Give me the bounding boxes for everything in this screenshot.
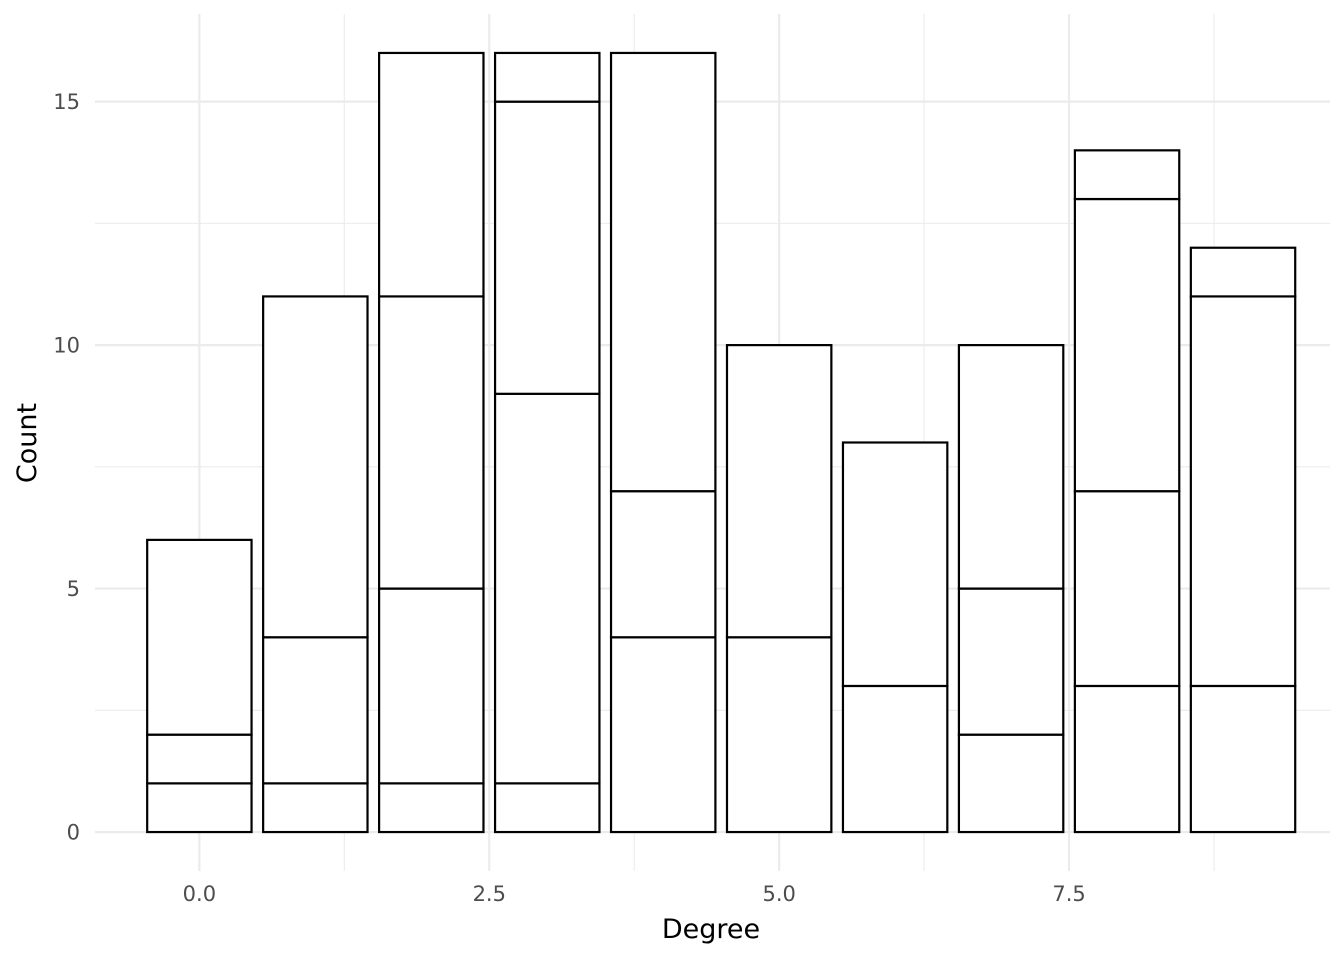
bar-segment	[957, 587, 1065, 736]
x-tick-label: 2.5	[473, 882, 506, 906]
bar-segment	[493, 100, 601, 395]
bar-segment	[493, 51, 601, 103]
bar-segment	[609, 490, 717, 639]
bar-segment	[493, 782, 601, 834]
y-tick-label: 5	[67, 577, 80, 601]
x-axis-title: Degree	[662, 914, 760, 945]
x-tick-label: 0.0	[183, 882, 216, 906]
bar-segment	[262, 636, 369, 785]
bar-segment	[1189, 295, 1297, 688]
bar-segment	[262, 782, 369, 834]
x-tick-label: 5.0	[762, 882, 795, 906]
bar-segment	[725, 344, 833, 639]
bar-segment	[725, 636, 833, 834]
bar-segment	[1189, 246, 1297, 298]
bars-layer	[146, 51, 1297, 834]
bar-segment	[609, 51, 717, 493]
bar-segment	[493, 392, 601, 785]
tick-labels-layer: 0 5 10 15 0.0 2.5 5.0 7.5	[53, 90, 1086, 906]
bar-segment	[378, 51, 485, 298]
bar-segment	[146, 733, 253, 785]
bar-segment	[841, 441, 949, 688]
bar-segment	[146, 782, 253, 834]
bar-segment	[1073, 197, 1181, 493]
bar-segment	[1073, 684, 1181, 834]
y-tick-label: 15	[53, 90, 80, 114]
bar-segment	[1189, 684, 1297, 834]
bar-segment	[378, 587, 485, 785]
bar-segment	[841, 684, 949, 834]
bar-segment	[1073, 490, 1181, 688]
bar-segment	[957, 344, 1065, 590]
bar-segment	[146, 538, 253, 736]
bar-segment	[1073, 149, 1181, 201]
y-tick-label: 10	[53, 334, 80, 358]
x-tick-label: 7.5	[1052, 882, 1085, 906]
bar-segment	[378, 782, 485, 834]
bar-segment	[262, 295, 369, 639]
bar-segment	[609, 636, 717, 834]
y-tick-label: 0	[67, 821, 80, 845]
y-axis-title: Count	[12, 403, 43, 483]
bar-segment	[378, 295, 485, 590]
bar-segment	[957, 733, 1065, 834]
